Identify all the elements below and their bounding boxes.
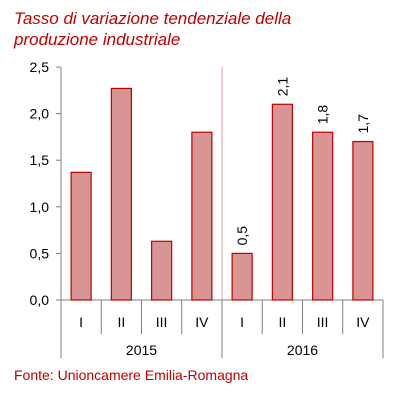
y-tick-label: 1,0 [30, 199, 50, 215]
x-category-label: IV [195, 314, 209, 330]
x-group-label: 2016 [287, 342, 318, 358]
chart-title-line-2: produzione industriale [14, 30, 181, 49]
x-category-label: III [156, 314, 168, 330]
bar [191, 131, 213, 301]
x-category-label: I [240, 314, 244, 330]
x-category-label: IV [356, 314, 370, 330]
y-tick-label: 2,0 [30, 106, 50, 122]
data-label: 2,1 [274, 77, 290, 97]
chart-title-line-1: Tasso di variazione tendenziale della [14, 9, 292, 28]
bar [231, 252, 253, 301]
y-tick-label: 0,0 [30, 292, 50, 308]
source-note: Fonte: Unioncamere Emilia-Romagna [14, 367, 249, 383]
chart-title: Tasso di variazione tendenziale della pr… [14, 8, 394, 50]
x-category-label: I [79, 314, 83, 330]
data-label: 0,5 [234, 226, 250, 246]
data-label: 1,8 [315, 105, 331, 125]
bar [312, 131, 334, 301]
x-category-label: III [317, 314, 329, 330]
y-tick-label: 0,5 [30, 245, 50, 261]
bar [70, 171, 92, 301]
x-category-label: II [117, 314, 125, 330]
x-category-label: II [278, 314, 286, 330]
bar [271, 103, 293, 301]
bar [352, 140, 374, 301]
data-label: 1,7 [355, 114, 371, 134]
y-tick-label: 2,5 [30, 59, 50, 75]
bar [151, 240, 173, 301]
x-group-label: 2015 [126, 342, 157, 358]
y-tick-label: 1,5 [30, 152, 50, 168]
bar [110, 87, 132, 301]
